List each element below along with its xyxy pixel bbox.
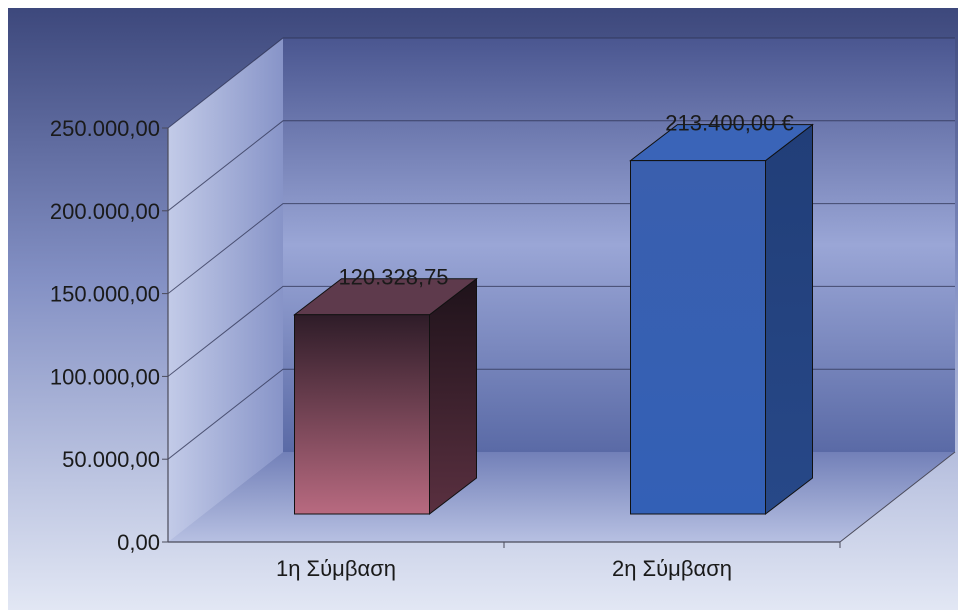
x-category-label: 2η Σύμβαση — [612, 556, 732, 581]
y-axis-ticks: 0,00 50.000,00 100.000,00 150.000,00 200.000… — [50, 116, 168, 555]
y-tick-label: 200.000,00 — [50, 199, 160, 224]
floor — [168, 452, 955, 542]
side-wall — [168, 38, 283, 542]
y-tick-label: 150.000,00 — [50, 282, 160, 307]
gridline — [167, 37, 955, 129]
data-label-2: 213.400,00 € — [665, 111, 793, 136]
y-tick-label: 250.000,00 — [50, 116, 160, 141]
bar-front — [630, 160, 766, 515]
bars — [293, 123, 814, 516]
x-axis-labels: 1η Σύμβαση 2η Σύμβαση — [276, 542, 841, 581]
data-labels: 120.328,75 213.400,00 € — [338, 111, 793, 290]
data-label-1: 120.328,75 — [338, 265, 448, 290]
bar-front — [294, 314, 430, 515]
bar-side — [429, 277, 477, 516]
bar-1 — [293, 277, 478, 516]
bar-side — [765, 123, 813, 516]
floor-front-edge — [839, 451, 956, 543]
gridline — [167, 120, 955, 212]
y-tick-label: 100.000,00 — [50, 364, 160, 389]
y-tick-label: 0,00 — [117, 530, 160, 555]
y-tick-label: 50.000,00 — [62, 447, 160, 472]
bar-2 — [629, 123, 814, 516]
x-category-label: 1η Σύμβαση — [276, 556, 396, 581]
